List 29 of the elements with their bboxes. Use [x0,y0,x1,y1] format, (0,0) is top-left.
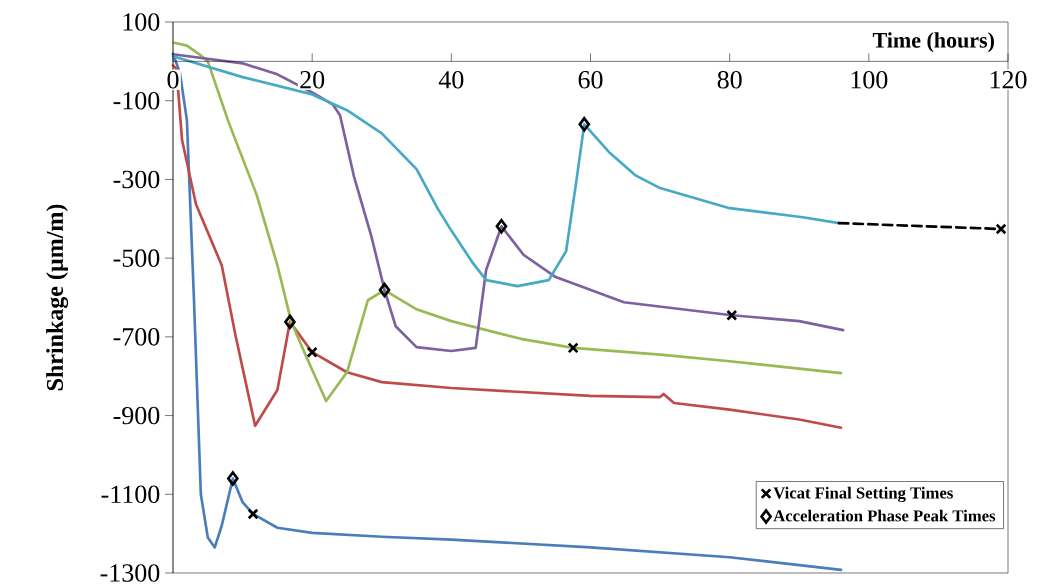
point [306,346,318,358]
point [284,314,296,330]
x-tick-label: 100 [851,70,888,89]
y-tick-label: -900 [113,406,160,425]
point [726,309,738,321]
y-tick-label: -1100 [101,485,160,504]
point [247,508,259,520]
point [578,116,591,132]
point [378,282,391,298]
y-tick-label: -700 [113,328,160,346]
x-axis-title: Time (hours) [872,32,994,53]
legend-label: Vicat Final Setting Times [773,486,953,503]
y-tick-label: -1300 [100,564,160,582]
y-tick-label: -300 [113,170,160,189]
x-tick-label: 0 [167,70,179,89]
x-tick-label: 20 [300,70,325,89]
point [227,471,239,486]
point [567,342,579,354]
x-tick-label: 80 [717,70,742,89]
x-tick-label: 120 [990,70,1027,89]
y-tick-label: -100 [113,91,160,110]
x-tick-label: 40 [438,70,464,89]
y-tick-label: -500 [113,249,160,267]
point [495,218,508,234]
point [995,223,1007,235]
legend-label: Acceleration Phase Peak Times [773,509,996,522]
y-axis-title: Shrinkage (µm/m) [46,204,69,391]
x-tick-label: 60 [578,70,603,89]
y-tick-label: 100 [123,13,160,31]
